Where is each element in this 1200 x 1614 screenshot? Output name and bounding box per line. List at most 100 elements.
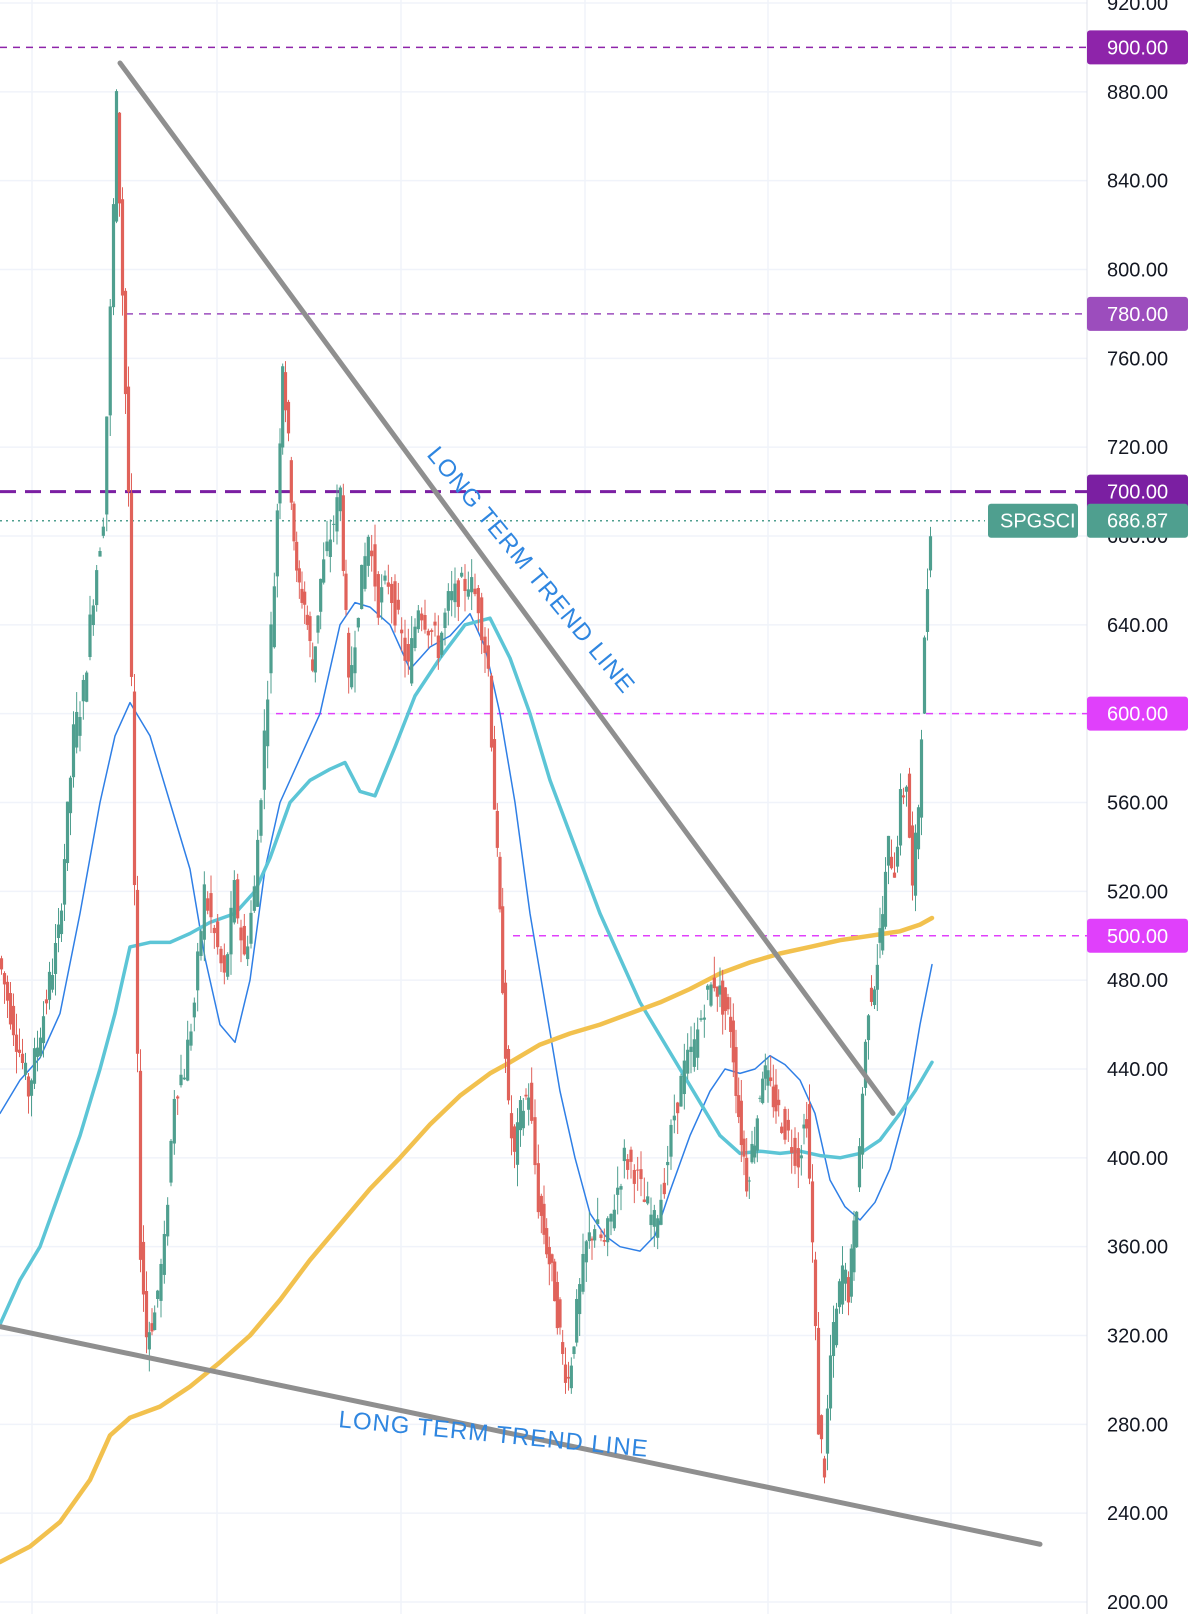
candle-body [495,810,499,848]
candle-body [373,544,377,587]
candle-body [622,1147,626,1162]
candle-body [843,1269,848,1284]
candle-body [676,1102,680,1114]
candle-body [269,624,273,674]
candle-body [866,1015,871,1041]
y-tick-label: 920.00 [1107,0,1168,15]
candle-body [436,635,440,659]
candle-body [138,1070,143,1260]
candle-body [545,1228,549,1255]
candle-body [275,510,279,577]
price-level-badge-label: 700.00 [1107,482,1168,504]
candle-body [566,1376,571,1379]
candlestick-series [0,89,933,1484]
y-tick-label: 640.00 [1107,615,1168,637]
candle-body [512,1126,517,1152]
candle-body [584,1241,588,1263]
candle-body [476,587,480,614]
candle-body [904,786,909,792]
candle-body [179,1074,183,1086]
moving-average-line [0,616,934,1327]
candle-body [41,1016,46,1044]
y-tick-label: 560.00 [1107,793,1168,815]
candle-body [612,1209,616,1229]
candle-body [572,1346,576,1354]
candle-body [889,856,894,869]
candle-body [793,1137,797,1166]
candle-body [662,1182,666,1195]
y-tick-label: 880.00 [1107,82,1168,104]
candle-body [156,1290,160,1300]
candle-body [259,800,263,836]
candle-body [101,526,105,536]
candle-body [236,879,240,919]
candle-body [721,980,725,1015]
candle-body [246,946,250,960]
moving-average-line [0,915,935,1565]
candle-body [810,1181,815,1243]
candle-body [715,986,719,997]
price-axis[interactable]: 920.00880.00840.00800.00760.00720.00680.… [1107,0,1168,1614]
candle-body [855,1211,859,1248]
candle-body [360,564,364,610]
candle-body [114,91,119,222]
candle-body [38,1037,43,1056]
candle-body [892,872,897,878]
candle-body [530,1082,534,1121]
candle-body [111,204,116,308]
candle-body [272,586,276,648]
candle-body [347,632,351,678]
candle-body [53,943,58,974]
candle-body [400,629,404,634]
candle-body [308,616,312,642]
candle-body [105,416,109,515]
candle-body [796,1148,800,1168]
candle-body [199,931,203,956]
y-tick-label: 360.00 [1107,1237,1168,1259]
candle-body [242,925,246,955]
candle-body [283,372,288,411]
candle-body [249,912,253,944]
y-tick-label: 840.00 [1107,171,1168,193]
candle-body [370,550,374,557]
candle-body [147,1332,151,1350]
candle-body [755,1118,759,1151]
candle-body [742,1138,746,1157]
candle-body [729,1016,733,1032]
candle-body [460,572,464,577]
candle-body [413,626,417,648]
candle-body [807,1104,812,1179]
candle-body [699,1018,703,1020]
candle-body [919,739,924,818]
candle-body [396,599,400,610]
y-tick-label: 320.00 [1107,1326,1168,1348]
candle-body [120,199,125,296]
candle-body [869,987,874,1002]
candle-body [470,577,474,593]
candle-body [898,789,903,846]
candle-body [506,1048,511,1101]
candle-body [335,497,339,532]
y-tick-label: 720.00 [1107,437,1168,459]
candle-body [509,1113,514,1139]
candle-body [750,1143,754,1163]
candle-body [26,1076,31,1097]
candle-body [726,997,730,1010]
candle-body [332,523,336,525]
candle-body [840,1265,845,1305]
candle-body [486,645,490,669]
candle-body [328,539,332,557]
candle-body [23,1062,28,1075]
candle-body [925,589,930,632]
candle-body [363,556,367,589]
candle-body [303,591,307,605]
candle-body [480,597,484,641]
y-tick-label: 760.00 [1107,348,1168,370]
candle-body [423,615,427,630]
candle-body [639,1169,643,1180]
trend-line-support [0,1324,1043,1547]
candle-body [463,578,467,591]
candle-body [456,580,460,607]
y-tick-label: 240.00 [1107,1503,1168,1525]
